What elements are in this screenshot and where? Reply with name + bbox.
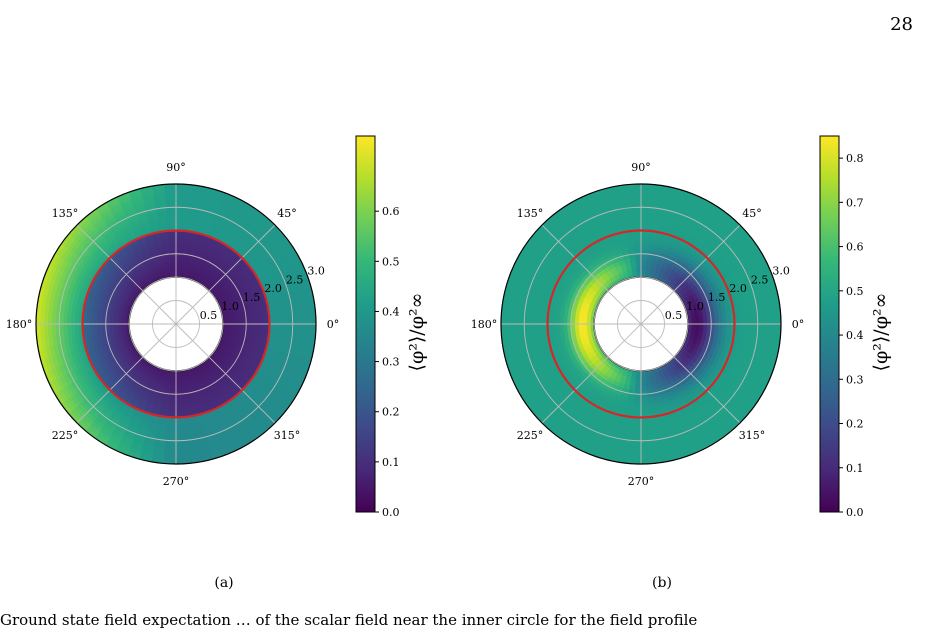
- panel-caption-b: (b): [652, 575, 672, 591]
- colorbar-tick-label: 0.4: [382, 305, 400, 318]
- polar-heatmap-field: [35, 183, 317, 465]
- theta-tick-label: 270°: [628, 475, 655, 488]
- colorbar: 0.0 0.1 0.2 0.3 0.4 0.5 0.6 ⟨φ²⟩/φ²∞: [355, 135, 428, 519]
- colorbar-label: ⟨φ²⟩/φ²∞: [870, 293, 892, 372]
- theta-tick-label: 225°: [517, 429, 544, 442]
- r-tick-label: 1.5: [243, 291, 260, 304]
- theta-tick-label: 135°: [517, 207, 544, 220]
- colorbar-tick-label: 0.2: [846, 418, 864, 431]
- plot-border: [35, 183, 317, 465]
- colorbar-tick-label: 0.5: [846, 285, 864, 298]
- colorbar-tick-label: 0.1: [846, 462, 864, 475]
- theta-tick-label: 90°: [166, 161, 186, 174]
- colorbar-tick-label: 0.3: [846, 373, 864, 386]
- r-tick-label: 3.0: [307, 264, 325, 277]
- theta-tick-label: 225°: [52, 429, 79, 442]
- theta-tick-label: 0°: [792, 318, 805, 331]
- theta-tick-label: 180°: [6, 318, 33, 331]
- theta-tick-label: 315°: [739, 429, 766, 442]
- theta-tick-label: 135°: [52, 207, 79, 220]
- colorbar-tick-label: 0.2: [382, 406, 400, 419]
- polar-plot-b: 0°45°90°135°180°225°270°315°0.51.01.52.0…: [471, 135, 892, 519]
- r-tick-label: 2.0: [729, 282, 747, 295]
- r-tick-label: 1.0: [221, 300, 239, 313]
- theta-tick-label: 180°: [471, 318, 498, 331]
- polar-heatmap-field: [500, 183, 782, 465]
- boundary-circle: [546, 229, 736, 419]
- r-tick-label: 1.0: [686, 300, 704, 313]
- colorbar-tick-label: 0.7: [846, 196, 864, 209]
- colorbar-tick-label: 0.0: [382, 506, 400, 519]
- colorbar-tick-label: 0.4: [846, 329, 864, 342]
- colorbar-tick-label: 0.6: [846, 241, 864, 254]
- colorbar-tick-label: 0.6: [382, 205, 400, 218]
- colorbar-tick-label: 0.8: [846, 152, 864, 165]
- r-tick-label: 0.5: [665, 309, 683, 322]
- theta-tick-label: 0°: [327, 318, 340, 331]
- polar-grid: [500, 183, 782, 465]
- theta-tick-label: 45°: [277, 207, 297, 220]
- boundary-circle: [81, 229, 271, 419]
- r-tick-label: 1.5: [708, 291, 726, 304]
- polar-plot-a: 0°45°90°135°180°225°270°315°0.51.01.52.0…: [6, 135, 428, 519]
- r-tick-label: 0.5: [200, 309, 218, 322]
- colorbar-gradient: [819, 135, 840, 513]
- colorbar-tick-label: 0.3: [382, 356, 400, 369]
- theta-tick-label: 90°: [631, 161, 651, 174]
- r-tick-label: 2.5: [286, 273, 304, 286]
- r-tick-label: 2.0: [264, 282, 282, 295]
- body-text: Ground state field expectation … of the …: [0, 611, 698, 629]
- r-tick-label: 3.0: [772, 264, 790, 277]
- colorbar-gradient: [355, 135, 376, 513]
- theta-tick-label: 315°: [274, 429, 301, 442]
- theta-tick-label: 270°: [163, 475, 190, 488]
- colorbar-tick-label: 0.5: [382, 255, 400, 268]
- page-number: 28: [890, 14, 913, 35]
- r-tick-label: 2.5: [751, 273, 769, 286]
- colorbar: 0.0 0.1 0.2 0.3 0.4 0.5 0.6 0.7 0.8 ⟨φ²⟩/φ²∞: [819, 135, 892, 519]
- polar-grid: [35, 183, 317, 465]
- colorbar-label: ⟨φ²⟩/φ²∞: [406, 293, 428, 372]
- plot-border: [500, 183, 782, 465]
- colorbar-tick-label: 0.1: [382, 456, 400, 469]
- theta-tick-label: 45°: [742, 207, 762, 220]
- panel-caption-a: (a): [214, 575, 234, 591]
- colorbar-tick-label: 0.0: [846, 506, 864, 519]
